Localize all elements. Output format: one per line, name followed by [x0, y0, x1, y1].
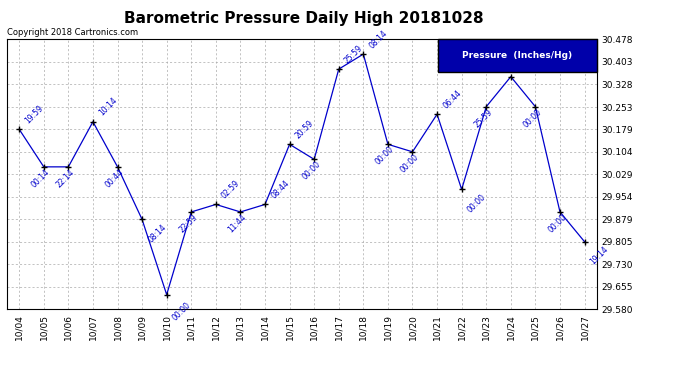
Text: 00:00: 00:00 [300, 160, 322, 182]
Text: 06:44: 06:44 [441, 88, 463, 110]
Text: 00:00: 00:00 [522, 107, 544, 129]
Text: 00:14: 00:14 [30, 167, 52, 189]
Text: 20:59: 20:59 [294, 118, 315, 140]
Text: 19:59: 19:59 [23, 103, 45, 125]
Text: 08:14: 08:14 [368, 28, 389, 50]
Text: 22:59: 22:59 [177, 212, 199, 234]
Text: Pressure  (Inches/Hg): Pressure (Inches/Hg) [462, 51, 572, 60]
Text: 00:00: 00:00 [374, 145, 396, 166]
Text: 11:44: 11:44 [226, 212, 248, 234]
Text: 19:14: 19:14 [589, 245, 611, 267]
Text: 00:44: 00:44 [104, 167, 126, 189]
Text: 10:14: 10:14 [97, 96, 119, 118]
Text: 25:59: 25:59 [473, 107, 494, 129]
Text: 00:00: 00:00 [466, 192, 488, 214]
Text: 08:14: 08:14 [146, 223, 168, 245]
Text: 00:00: 00:00 [171, 300, 193, 322]
Text: Copyright 2018 Cartronics.com: Copyright 2018 Cartronics.com [7, 28, 138, 37]
Bar [437, 39, 597, 72]
Text: 22:14: 22:14 [55, 167, 76, 189]
Text: Barometric Pressure Daily High 20181028: Barometric Pressure Daily High 20181028 [124, 11, 484, 26]
Text: 02:59: 02:59 [220, 178, 242, 200]
Text: 08:44: 08:44 [269, 178, 291, 200]
Text: 08:14: 08:14 [515, 51, 537, 72]
Text: 00:00: 00:00 [546, 212, 568, 234]
Text: 25:59: 25:59 [343, 43, 365, 65]
Text: 00:00: 00:00 [399, 152, 420, 174]
